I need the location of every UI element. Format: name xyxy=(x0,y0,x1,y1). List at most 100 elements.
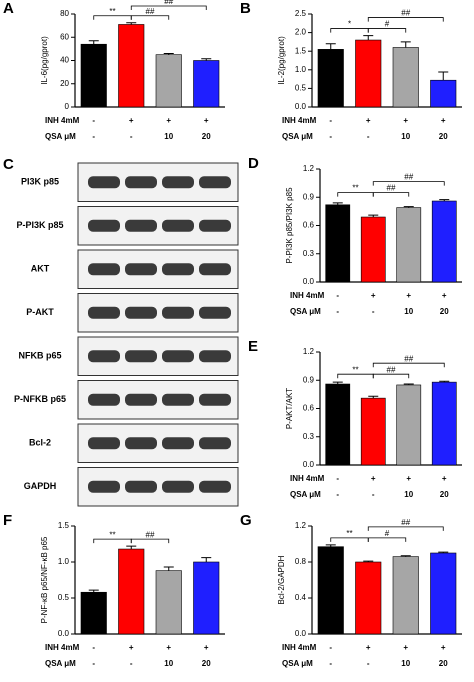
blot-band xyxy=(199,437,231,450)
treatment-level: - xyxy=(130,659,133,668)
significance-label: ## xyxy=(401,9,410,18)
blot-band xyxy=(88,219,120,232)
y-tick-label: 0.6 xyxy=(303,221,315,230)
error-bar xyxy=(126,22,137,25)
y-tick-label: 1.5 xyxy=(295,46,307,55)
significance-label: # xyxy=(385,529,390,538)
significance-label: ## xyxy=(387,365,396,374)
error-bar xyxy=(439,380,450,383)
bar xyxy=(155,570,182,635)
treatment-level: 10 xyxy=(404,307,413,316)
error-bar xyxy=(363,35,374,41)
treatment-level: - xyxy=(92,116,95,125)
treatment-level: - xyxy=(329,116,332,125)
blot-band xyxy=(125,480,157,493)
significance-bracket xyxy=(372,373,410,379)
significance-bracket xyxy=(130,538,170,544)
significance-bracket xyxy=(372,181,445,186)
panel-label: C xyxy=(3,156,14,173)
treatment-level: + xyxy=(129,116,134,125)
treatment-name: QSA μM xyxy=(290,307,321,316)
blot-band xyxy=(199,393,231,406)
error-bar xyxy=(403,206,414,208)
blot-band xyxy=(88,350,120,363)
significance-label: # xyxy=(385,20,390,29)
bar xyxy=(155,54,182,108)
significance-bracket xyxy=(337,373,374,379)
blot-band xyxy=(199,219,231,232)
blot-band xyxy=(125,393,157,406)
panel-label: D xyxy=(248,155,259,172)
bar xyxy=(396,384,422,466)
y-axis-title: P-PI3K p85/PI3K p85 xyxy=(285,187,294,264)
treatment-level: + xyxy=(371,474,376,483)
bar xyxy=(360,397,386,466)
significance-label: ** xyxy=(352,184,358,193)
treatment-level: + xyxy=(129,643,134,652)
y-tick-label: 0.0 xyxy=(303,460,315,469)
y-tick-label: 1.0 xyxy=(295,65,307,74)
error-bar xyxy=(163,53,174,55)
blot-band xyxy=(162,480,194,493)
significance-label: ** xyxy=(109,530,115,539)
y-tick-label: 0.4 xyxy=(295,593,307,602)
treatment-level: - xyxy=(372,307,375,316)
error-bar xyxy=(438,71,449,81)
bar xyxy=(396,207,422,283)
blot-row-label: P-NFKB p65 xyxy=(14,394,66,404)
y-tick-label: 40 xyxy=(60,56,69,65)
blot-band xyxy=(88,306,120,319)
y-tick-label: 0.9 xyxy=(303,375,315,384)
treatment-level: 20 xyxy=(202,132,211,141)
blot-band xyxy=(125,350,157,363)
blot-band xyxy=(125,219,157,232)
y-tick-label: 1.2 xyxy=(303,347,315,356)
y-tick-label: 1.2 xyxy=(303,164,315,173)
bar xyxy=(80,43,107,108)
blot-band xyxy=(125,437,157,450)
y-tick-label: 0.5 xyxy=(295,84,307,93)
error-bar xyxy=(368,214,379,218)
blot-band xyxy=(125,263,157,276)
panel-label: F xyxy=(3,512,12,529)
error-bar xyxy=(400,41,411,48)
blot-row-label: P-PI3K p85 xyxy=(16,220,63,230)
error-bar xyxy=(438,551,449,553)
treatment-level: + xyxy=(371,291,376,300)
treatment-level: - xyxy=(336,490,339,499)
treatment-level: + xyxy=(406,291,411,300)
bar xyxy=(431,200,457,283)
y-axis-title: P-AKT/AKT xyxy=(285,388,294,429)
blot-band xyxy=(88,437,120,450)
treatment-level: + xyxy=(166,116,171,125)
bar xyxy=(392,556,419,635)
error-bar xyxy=(403,383,414,385)
treatment-level: - xyxy=(92,643,95,652)
blot-band xyxy=(199,306,231,319)
panel-label: G xyxy=(240,512,252,529)
significance-label: ## xyxy=(146,7,155,16)
treatment-level: 10 xyxy=(404,490,413,499)
treatment-level: 20 xyxy=(202,659,211,668)
y-axis-title: Bcl-2/GAPDH xyxy=(277,555,286,604)
treatment-level: - xyxy=(329,659,332,668)
significance-bracket xyxy=(93,15,132,20)
y-axis-title: P-NF-κB p65/NF-κB p65 xyxy=(40,536,49,623)
y-tick-label: 2.0 xyxy=(295,28,307,37)
error-bar xyxy=(400,555,411,557)
y-tick-label: 0.0 xyxy=(303,277,315,286)
blot-band xyxy=(162,219,194,232)
treatment-name: INH 4mM xyxy=(290,291,325,300)
bar xyxy=(80,591,107,635)
error-bar xyxy=(332,381,343,385)
treatment-level: + xyxy=(166,643,171,652)
y-tick-label: 0 xyxy=(65,102,70,111)
error-bar xyxy=(439,199,450,202)
error-bar xyxy=(201,557,212,562)
treatment-level: 10 xyxy=(164,659,173,668)
significance-bracket xyxy=(130,5,207,10)
blot-row-label: Bcl-2 xyxy=(29,438,51,448)
treatment-level: 10 xyxy=(401,659,410,668)
treatment-name: QSA μM xyxy=(290,490,321,499)
bar xyxy=(355,561,382,635)
